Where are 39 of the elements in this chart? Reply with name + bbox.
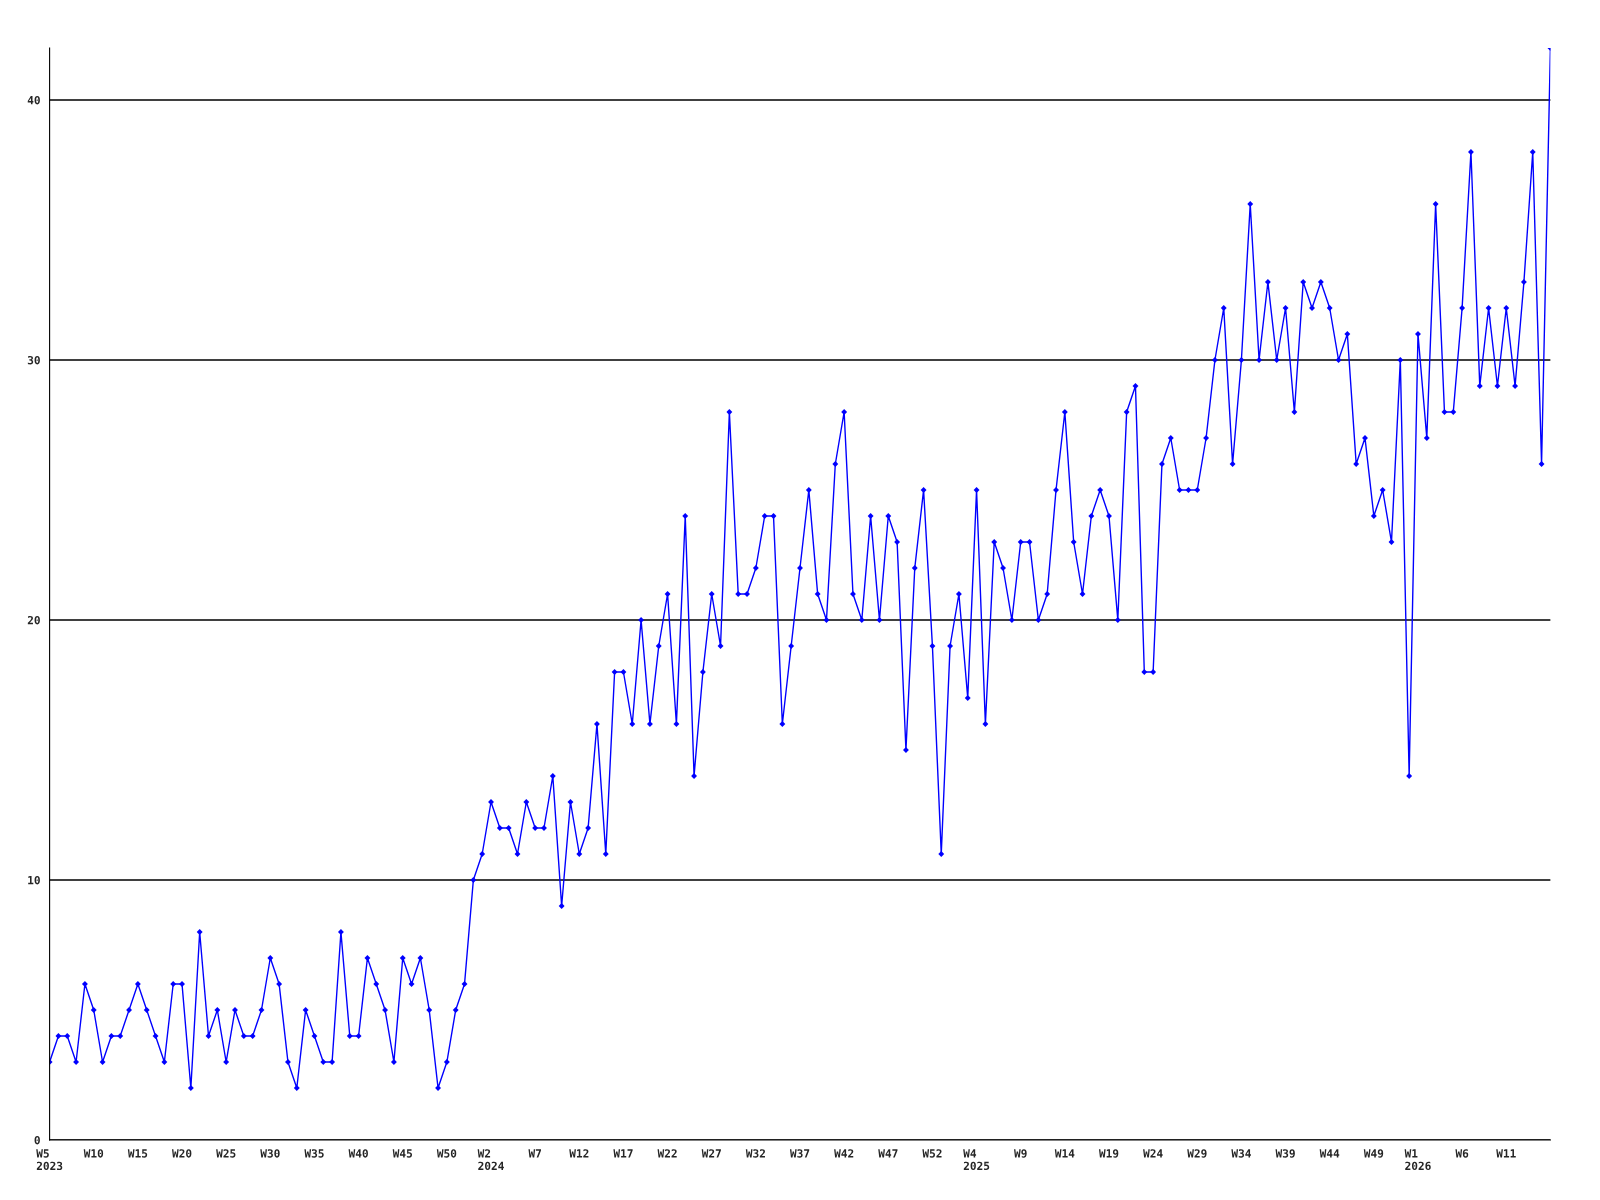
x-tick-label: W22 bbox=[657, 1149, 677, 1158]
x-tick-label: W34 bbox=[1231, 1149, 1251, 1158]
y-tick-label: 30 bbox=[27, 355, 40, 365]
y-tick-label: 10 bbox=[28, 875, 40, 885]
x-tick-label: W30 bbox=[260, 1149, 280, 1158]
x-tick-label: W25 bbox=[216, 1149, 236, 1158]
x-tick-label: W17 bbox=[613, 1149, 633, 1158]
x-tick-label: W42 bbox=[834, 1149, 854, 1158]
x-tick-label: W49 bbox=[1363, 1149, 1384, 1158]
x-tick-label: W7 bbox=[528, 1149, 542, 1158]
x-tick-label: W10 bbox=[83, 1149, 104, 1158]
x-tick-label: W39 bbox=[1275, 1149, 1295, 1158]
x-tick-label: W1 2026 bbox=[1404, 1149, 1431, 1171]
x-tick-label: W32 bbox=[745, 1149, 765, 1158]
x-tick-label: W6 bbox=[1455, 1149, 1469, 1158]
x-tick-label: W27 bbox=[701, 1149, 721, 1158]
x-tick-label: W19 bbox=[1098, 1149, 1119, 1158]
x-tick-label: W40 bbox=[348, 1149, 368, 1158]
y-tick-label: 20 bbox=[27, 615, 40, 625]
x-tick-label: W15 bbox=[127, 1149, 148, 1158]
x-tick-label: W44 bbox=[1319, 1149, 1340, 1158]
x-tick-label: W45 bbox=[392, 1149, 413, 1158]
x-tick-label: W37 bbox=[789, 1149, 810, 1158]
y-tick-label: 40 bbox=[27, 95, 40, 105]
x-tick-label: W9 bbox=[1014, 1149, 1027, 1158]
x-tick-label: W24 bbox=[1143, 1149, 1163, 1158]
x-tick-label: W14 bbox=[1054, 1149, 1075, 1158]
x-tick-label: W35 bbox=[304, 1149, 324, 1158]
x-tick-label: W12 bbox=[569, 1149, 589, 1158]
x-tick-label: W50 bbox=[436, 1149, 457, 1158]
x-tick-label: W20 bbox=[171, 1149, 192, 1158]
x-tick-label: W29 bbox=[1187, 1149, 1207, 1158]
x-tick-label: W52 bbox=[922, 1149, 942, 1158]
x-tick-label: W2 2024 bbox=[477, 1149, 504, 1171]
x-tick-label: W47 bbox=[878, 1149, 898, 1158]
x-tick-label: W4 2025 bbox=[963, 1149, 990, 1171]
y-tick-label: 0 bbox=[34, 1135, 40, 1145]
x-tick-label: W5 2023 bbox=[36, 1149, 63, 1171]
x-tick-label: W11 bbox=[1496, 1149, 1516, 1158]
